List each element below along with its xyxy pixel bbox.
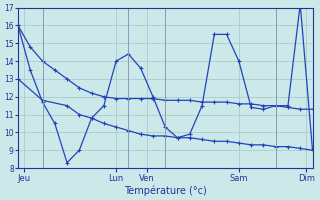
X-axis label: Température (°c): Température (°c) <box>124 185 207 196</box>
